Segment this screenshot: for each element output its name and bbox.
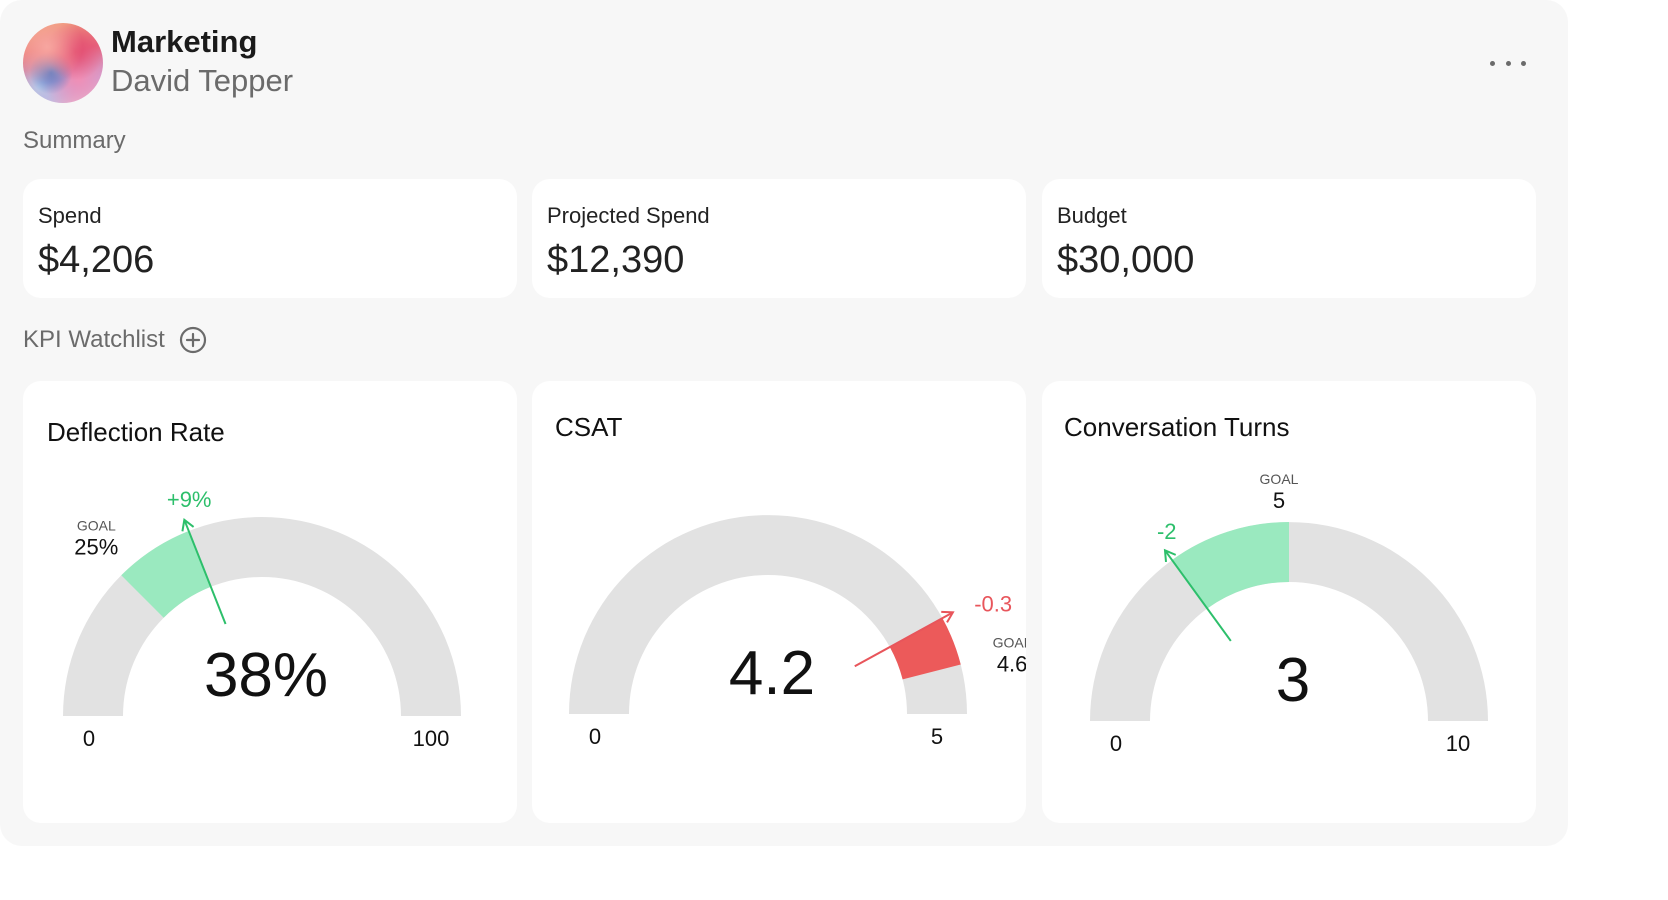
gauge-min-label: 0 [1110,731,1122,756]
gauge-delta-label: -0.3 [974,592,1012,617]
projected-spend-card: Projected Spend $12,390 [532,179,1026,298]
gauge-card-csat[interactable]: CSAT -0.3 GOAL4.6 4.2 0 5 [532,381,1026,823]
team-name: Marketing [111,24,257,60]
user-name: David Tepper [111,63,293,99]
gauge-max-label: 100 [413,726,450,751]
spend-card: Spend $4,206 [23,179,517,298]
budget-label: Budget [1057,203,1127,229]
gauge-delta-label: -2 [1157,519,1177,544]
gauge-goal-value: 5 [1273,488,1285,513]
budget-card: Budget $30,000 [1042,179,1536,298]
gauge-goal-label: GOAL [77,517,116,533]
add-kpi-button[interactable] [179,326,207,354]
gauge-chart: CSAT -0.3 GOAL4.6 4.2 0 5 [532,381,1026,823]
projected-spend-label: Projected Spend [547,203,710,229]
summary-heading: Summary [23,127,126,155]
more-horizontal-icon [1490,61,1495,66]
more-horizontal-icon [1506,61,1511,66]
gauge-value: 3 [1276,646,1310,715]
gauge-card-deflection-rate[interactable]: Deflection Rate +9% GOAL 25% 38% 0 100 [23,381,517,823]
gauge-goal-label: GOAL [1260,471,1299,487]
spend-value: $4,206 [38,239,154,282]
spend-label: Spend [38,203,102,229]
more-options-button[interactable] [1490,52,1526,74]
gauge-goal-value: 4.6 [997,652,1026,677]
gauge-value: 38% [204,641,328,710]
gauge-goal-label: GOAL [993,635,1026,651]
gauge-goal-value: 25% [74,534,118,559]
plus-circle-icon [179,326,207,354]
avatar[interactable] [23,23,103,103]
budget-value: $30,000 [1057,239,1194,282]
more-horizontal-icon [1521,61,1526,66]
gauge-min-label: 0 [83,726,95,751]
gauge-max-label: 5 [931,724,943,749]
gauge-delta-label: +9% [167,487,212,512]
gauge-value: 4.2 [729,639,815,708]
gauge-max-label: 10 [1446,731,1470,756]
dashboard-panel: Marketing David Tepper Summary Spend $4,… [0,0,1568,846]
gauge-title: Deflection Rate [47,417,225,447]
kpi-watchlist-heading: KPI Watchlist [23,326,207,354]
gauge-title: Conversation Turns [1064,412,1289,442]
gauge-title: CSAT [555,412,623,442]
gauge-min-label: 0 [589,724,601,749]
gauge-card-conversation-turns[interactable]: Conversation Turns -2 GOAL 5 3 0 10 [1042,381,1536,823]
kpi-watchlist-label: KPI Watchlist [23,326,165,354]
projected-spend-value: $12,390 [547,239,684,282]
